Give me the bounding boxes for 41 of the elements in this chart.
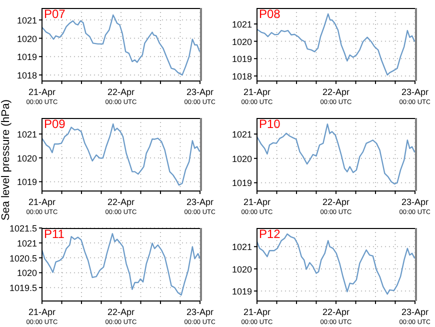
x-tick-label: 21-Apr 00:00 UTC [241, 87, 274, 106]
x-tick-label: 21-Apr 00:00 UTC [241, 197, 274, 216]
y-tick-label: 1019 [232, 54, 252, 64]
y-tick-label: 1020 [232, 264, 252, 274]
x-tick-label: 22-Apr 00:00 UTC [105, 87, 138, 106]
y-tick-label: 1021 [16, 238, 37, 248]
y-tick-label: 1021 [232, 130, 252, 140]
x-tick-label: 22-Apr 00:00 UTC [320, 307, 352, 326]
y-tick-label: 1021 [16, 129, 37, 140]
y-tick-label: 1018 [16, 70, 37, 80]
chart-title: P07 [44, 7, 66, 21]
y-tick-label: 1020 [232, 36, 252, 47]
y-tick-label: 1021 [16, 15, 37, 26]
y-tick-label: 1021.5 [9, 224, 37, 234]
y-tick-label: 1020 [16, 268, 37, 278]
y-axis-title: Sea level pressure (hPa) [0, 99, 12, 221]
y-tick-label: 1019 [16, 52, 37, 62]
x-tick-label: 21-Apr 00:00 UTC [26, 197, 58, 216]
y-tick-label: 1019 [232, 286, 252, 297]
chart-title: P09 [44, 117, 66, 131]
chart-title: P10 [259, 117, 280, 131]
chart-title: P12 [259, 227, 280, 241]
y-tick-label: 1020 [232, 154, 252, 164]
y-tick-label: 1020.5 [9, 253, 37, 264]
x-tick-label: 21-Apr 00:00 UTC [26, 87, 58, 106]
x-tick-label: 22-Apr 00:00 UTC [105, 197, 138, 216]
y-tick-label: 1019.5 [9, 283, 37, 294]
x-tick-label: 22-Apr 00:00 UTC [320, 197, 352, 216]
y-tick-label: 1019 [16, 177, 37, 188]
y-tick-label: 1020 [16, 153, 37, 164]
x-tick-label: 22-Apr 00:00 UTC [105, 307, 138, 326]
y-tick-label: 1021 [232, 242, 252, 252]
y-tick-label: 1019 [232, 178, 252, 188]
y-tick-label: 1021 [232, 19, 252, 30]
chart-title: P08 [259, 7, 280, 21]
x-tick-label: 21-Apr 00:00 UTC [26, 307, 58, 326]
y-tick-label: 1018 [232, 71, 252, 82]
y-tick-label: 1020 [16, 34, 37, 44]
x-tick-label: 21-Apr 00:00 UTC [241, 307, 274, 326]
x-tick-label: 22-Apr 00:00 UTC [320, 87, 352, 106]
chart-title: P11 [44, 227, 64, 241]
